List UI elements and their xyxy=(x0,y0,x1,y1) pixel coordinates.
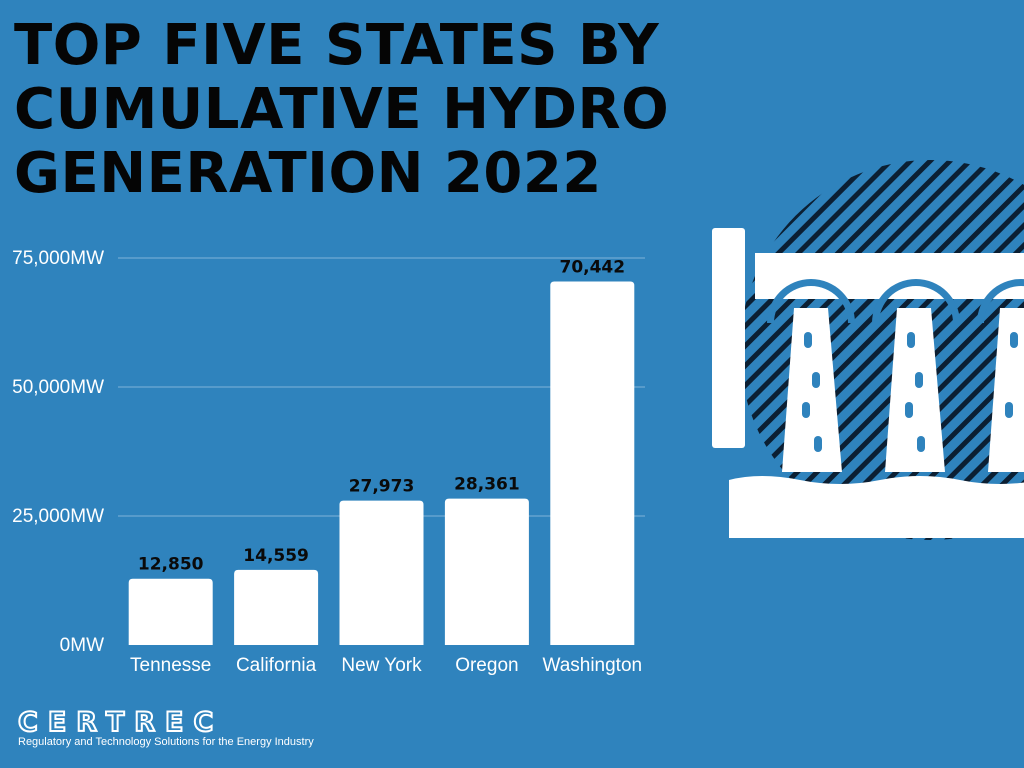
chart-title: TOP FIVE STATES BY CUMULATIVE HYDRO GENE… xyxy=(14,13,670,206)
hydro-dam-icon xyxy=(712,160,1024,540)
x-category-label: Oregon xyxy=(455,655,518,676)
y-tick-label: 0MW xyxy=(60,635,104,656)
brand-name: CERTREC xyxy=(18,708,223,736)
x-category-label: Washington xyxy=(542,655,642,676)
x-category-label: Tennesse xyxy=(130,655,211,676)
y-tick-label: 75,000MW xyxy=(12,248,104,269)
y-tick-label: 50,000MW xyxy=(12,377,104,398)
bar-washington xyxy=(550,281,635,645)
bar-oregon xyxy=(444,498,529,645)
x-category-label: New York xyxy=(341,655,422,676)
bar-tennesse xyxy=(128,578,213,645)
bar-california xyxy=(234,569,319,645)
brand-tagline: Regulatory and Technology Solutions for … xyxy=(18,736,314,748)
data-label: 27,973 xyxy=(349,477,415,497)
data-label: 70,442 xyxy=(559,258,625,278)
x-category-label: California xyxy=(236,655,317,676)
data-label: 28,361 xyxy=(454,475,520,495)
y-tick-label: 25,000MW xyxy=(12,506,104,527)
bar-chart: 0MW 25,000MW 50,000MW 75,000MW 12,850 Tenness… xyxy=(12,248,645,676)
bar-new-york xyxy=(339,500,424,645)
data-label: 14,559 xyxy=(243,546,309,566)
certrec-logo: CERTREC xyxy=(18,708,223,736)
data-label: 12,850 xyxy=(138,555,204,575)
